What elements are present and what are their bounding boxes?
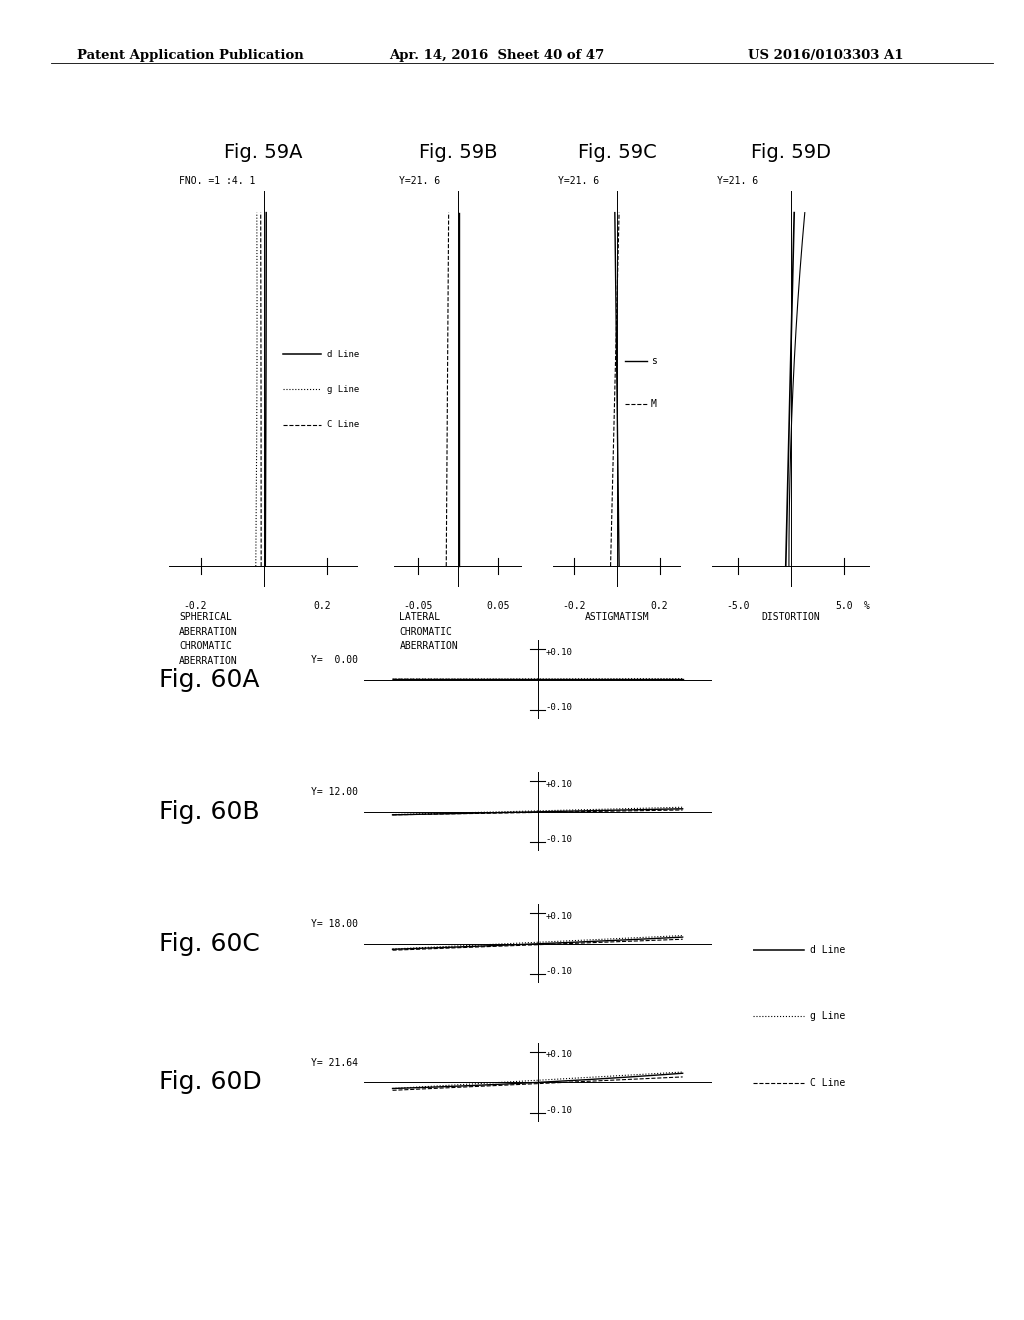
Text: LATERAL: LATERAL bbox=[399, 612, 440, 623]
Text: C Line: C Line bbox=[327, 420, 359, 429]
Text: SPHERICAL: SPHERICAL bbox=[179, 612, 232, 623]
Text: Fig. 59C: Fig. 59C bbox=[578, 144, 656, 162]
Text: Apr. 14, 2016  Sheet 40 of 47: Apr. 14, 2016 Sheet 40 of 47 bbox=[389, 49, 604, 62]
Text: Fig. 59A: Fig. 59A bbox=[224, 144, 303, 162]
Text: Patent Application Publication: Patent Application Publication bbox=[77, 49, 303, 62]
Text: Y=  0.00: Y= 0.00 bbox=[311, 655, 358, 665]
Text: Y= 12.00: Y= 12.00 bbox=[311, 787, 358, 797]
Text: ABERRATION: ABERRATION bbox=[399, 642, 458, 652]
Text: Fig. 59D: Fig. 59D bbox=[751, 144, 831, 162]
Text: C Line: C Line bbox=[810, 1078, 845, 1088]
Text: ABERRATION: ABERRATION bbox=[179, 656, 238, 667]
Text: -0.10: -0.10 bbox=[546, 968, 572, 975]
Text: Fig. 60A: Fig. 60A bbox=[159, 668, 259, 692]
Text: FNO. =1 :4. 1: FNO. =1 :4. 1 bbox=[179, 176, 256, 186]
Text: g Line: g Line bbox=[327, 385, 359, 393]
Text: -0.05: -0.05 bbox=[403, 601, 433, 611]
Text: M: M bbox=[651, 399, 657, 409]
Text: +0.10: +0.10 bbox=[546, 912, 572, 920]
Text: Fig. 60B: Fig. 60B bbox=[159, 800, 259, 824]
Text: +0.10: +0.10 bbox=[546, 648, 572, 656]
Text: 5.0: 5.0 bbox=[836, 601, 853, 611]
Text: 0.05: 0.05 bbox=[486, 601, 510, 611]
Text: US 2016/0103303 A1: US 2016/0103303 A1 bbox=[748, 49, 903, 62]
Text: Fig. 60D: Fig. 60D bbox=[159, 1071, 261, 1094]
Text: 0.2: 0.2 bbox=[313, 601, 331, 611]
Text: Y= 21.64: Y= 21.64 bbox=[311, 1057, 358, 1068]
Text: CHROMATIC: CHROMATIC bbox=[179, 642, 232, 652]
Text: d Line: d Line bbox=[327, 350, 359, 359]
Text: ABERRATION: ABERRATION bbox=[179, 627, 238, 638]
Text: -0.10: -0.10 bbox=[546, 1106, 572, 1114]
Text: Y= 18.00: Y= 18.00 bbox=[311, 919, 358, 929]
Text: +0.10: +0.10 bbox=[546, 1051, 572, 1059]
Text: -0.10: -0.10 bbox=[546, 836, 572, 843]
Text: -5.0: -5.0 bbox=[726, 601, 750, 611]
Text: -0.2: -0.2 bbox=[183, 601, 207, 611]
Text: -0.10: -0.10 bbox=[546, 704, 572, 711]
Text: Y=21. 6: Y=21. 6 bbox=[399, 176, 440, 186]
Text: DISTORTION: DISTORTION bbox=[762, 612, 820, 623]
Text: Fig. 59B: Fig. 59B bbox=[419, 144, 498, 162]
Text: CHROMATIC: CHROMATIC bbox=[399, 627, 453, 638]
Text: Y=21. 6: Y=21. 6 bbox=[558, 176, 599, 186]
Text: +0.10: +0.10 bbox=[546, 780, 572, 788]
Text: Fig. 60C: Fig. 60C bbox=[159, 932, 259, 956]
Text: %: % bbox=[863, 601, 869, 611]
Text: -0.2: -0.2 bbox=[562, 601, 586, 611]
Text: d Line: d Line bbox=[810, 945, 845, 954]
Text: Y=21. 6: Y=21. 6 bbox=[717, 176, 758, 186]
Text: 0.2: 0.2 bbox=[651, 601, 669, 611]
Text: ASTIGMATISM: ASTIGMATISM bbox=[585, 612, 649, 623]
Text: g Line: g Line bbox=[810, 1011, 845, 1022]
Text: s: s bbox=[651, 356, 657, 366]
